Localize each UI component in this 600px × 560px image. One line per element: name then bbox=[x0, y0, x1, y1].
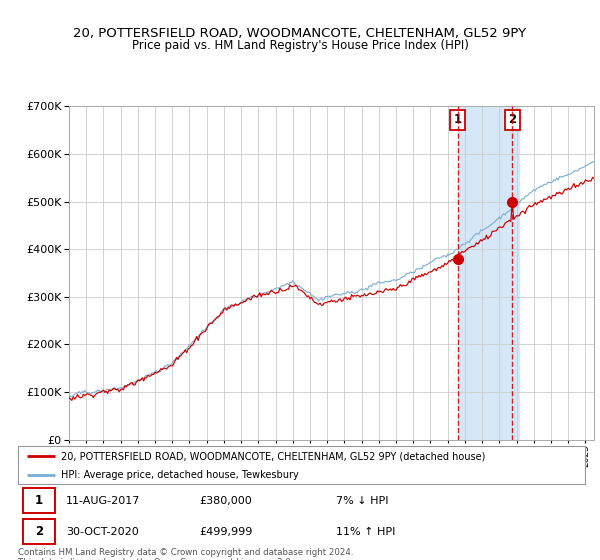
Text: 1: 1 bbox=[35, 494, 43, 507]
Text: 1: 1 bbox=[454, 113, 462, 126]
Text: 11-AUG-2017: 11-AUG-2017 bbox=[66, 496, 140, 506]
Text: HPI: Average price, detached house, Tewkesbury: HPI: Average price, detached house, Tewk… bbox=[61, 470, 298, 480]
FancyBboxPatch shape bbox=[23, 488, 55, 514]
Text: 20, POTTERSFIELD ROAD, WOODMANCOTE, CHELTENHAM, GL52 9PY (detached house): 20, POTTERSFIELD ROAD, WOODMANCOTE, CHEL… bbox=[61, 451, 485, 461]
FancyBboxPatch shape bbox=[23, 519, 55, 544]
Text: £499,999: £499,999 bbox=[199, 527, 253, 536]
Text: 2: 2 bbox=[508, 113, 517, 126]
Text: £380,000: £380,000 bbox=[199, 496, 252, 506]
Text: 7% ↓ HPI: 7% ↓ HPI bbox=[335, 496, 388, 506]
Text: 2: 2 bbox=[35, 525, 43, 538]
Text: 11% ↑ HPI: 11% ↑ HPI bbox=[335, 527, 395, 536]
Text: Contains HM Land Registry data © Crown copyright and database right 2024.
This d: Contains HM Land Registry data © Crown c… bbox=[18, 548, 353, 560]
Bar bbox=[458, 106, 519, 440]
Text: Price paid vs. HM Land Registry's House Price Index (HPI): Price paid vs. HM Land Registry's House … bbox=[131, 39, 469, 53]
Text: 20, POTTERSFIELD ROAD, WOODMANCOTE, CHELTENHAM, GL52 9PY: 20, POTTERSFIELD ROAD, WOODMANCOTE, CHEL… bbox=[73, 27, 527, 40]
Text: 30-OCT-2020: 30-OCT-2020 bbox=[66, 527, 139, 536]
